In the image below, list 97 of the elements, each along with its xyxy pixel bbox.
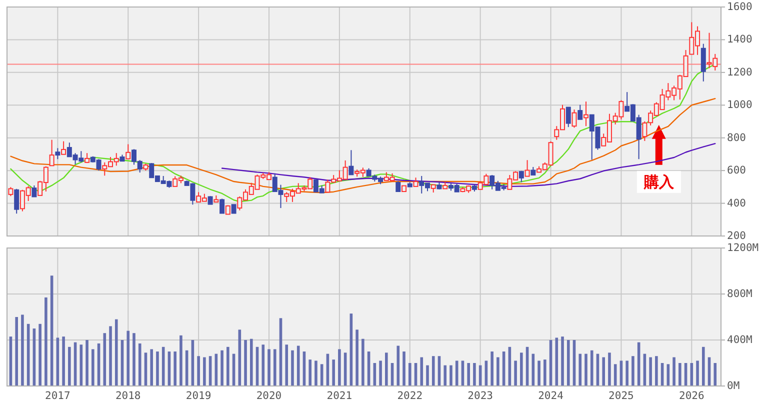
x-tick-label: 2022 [397, 390, 423, 402]
bar [138, 343, 142, 386]
bar [426, 365, 429, 386]
x-tick-label: 2024 [538, 390, 564, 402]
bar [262, 344, 265, 386]
bar [408, 363, 412, 386]
x-tick-label: 2017 [45, 390, 70, 402]
bar [126, 330, 130, 386]
bar [220, 350, 224, 386]
bar [92, 349, 94, 386]
bar [649, 357, 652, 386]
bar [226, 346, 230, 386]
bar [174, 352, 176, 386]
bar [273, 349, 276, 386]
bar [379, 360, 382, 386]
bar [655, 356, 658, 386]
bar [332, 360, 335, 386]
bar [285, 344, 288, 386]
bar [496, 357, 500, 386]
bar [109, 326, 112, 386]
bar [578, 354, 582, 386]
bar [514, 360, 517, 386]
candlestick [583, 101, 588, 127]
y-tick-label: 400M [727, 334, 752, 346]
bar [490, 352, 494, 386]
bar [150, 349, 153, 386]
y-tick-label: 0M [727, 380, 740, 392]
x-tick-label: 2021 [326, 390, 352, 402]
y-tick-label: 800 [727, 132, 746, 144]
bar [590, 350, 594, 386]
bar [538, 360, 540, 386]
bar [566, 340, 570, 386]
bar [362, 338, 364, 386]
bar [520, 352, 523, 386]
y-tick-label: 1400 [727, 34, 752, 46]
bar [308, 360, 312, 386]
bar [356, 330, 358, 386]
bar [602, 357, 605, 386]
bar [543, 360, 546, 386]
bar [21, 314, 24, 386]
x-tick-label: 2018 [115, 390, 141, 402]
y-tick-label: 1200 [727, 66, 752, 78]
bar [402, 352, 406, 386]
bar [180, 335, 182, 386]
bar [197, 356, 200, 386]
bar [396, 346, 400, 386]
bar [156, 352, 159, 386]
bar [385, 352, 388, 386]
bar [672, 357, 676, 386]
bar [473, 363, 476, 386]
bar [584, 354, 588, 386]
bar [420, 357, 424, 386]
bar [203, 357, 206, 386]
bar [38, 324, 42, 386]
bar [632, 356, 634, 386]
bar [444, 365, 447, 386]
x-tick-label: 2026 [679, 390, 704, 402]
bar [268, 349, 270, 386]
annotation: 購入 [642, 172, 675, 191]
bar [44, 297, 48, 386]
bar [103, 333, 106, 386]
bar [690, 363, 694, 386]
bar [555, 338, 558, 386]
x-tick-label: 2020 [256, 390, 282, 402]
bar [250, 338, 253, 386]
bar [244, 340, 247, 386]
bar [114, 319, 118, 386]
y-tick-label: 1000 [727, 99, 752, 112]
bar [296, 346, 300, 386]
y-tick-label: 600 [727, 164, 746, 177]
bar [626, 360, 628, 386]
bar [432, 356, 435, 386]
bar [696, 360, 699, 386]
bar [314, 360, 318, 386]
x-tick-label: 2025 [608, 390, 634, 402]
bar [450, 365, 452, 386]
bar [132, 333, 136, 386]
bar [678, 363, 682, 386]
y-tick-label: 1600 [727, 1, 752, 13]
x-tick-label: 2019 [186, 390, 212, 402]
bar [338, 349, 341, 386]
bar [702, 346, 705, 386]
bar [86, 340, 88, 386]
bar [467, 363, 470, 386]
y-tick-label: 400 [727, 197, 746, 210]
bar [714, 363, 717, 386]
y-tick-label: 1200M [727, 242, 759, 254]
bar [68, 346, 71, 386]
y-tick-label: 200 [727, 230, 746, 242]
bar [608, 352, 611, 386]
bar [291, 350, 294, 386]
x-tick-label: 2023 [468, 390, 493, 402]
bar [62, 336, 65, 386]
y-tick-label: 800M [727, 288, 752, 300]
bar [15, 317, 18, 386]
bar [561, 336, 564, 386]
line-series [10, 98, 716, 194]
